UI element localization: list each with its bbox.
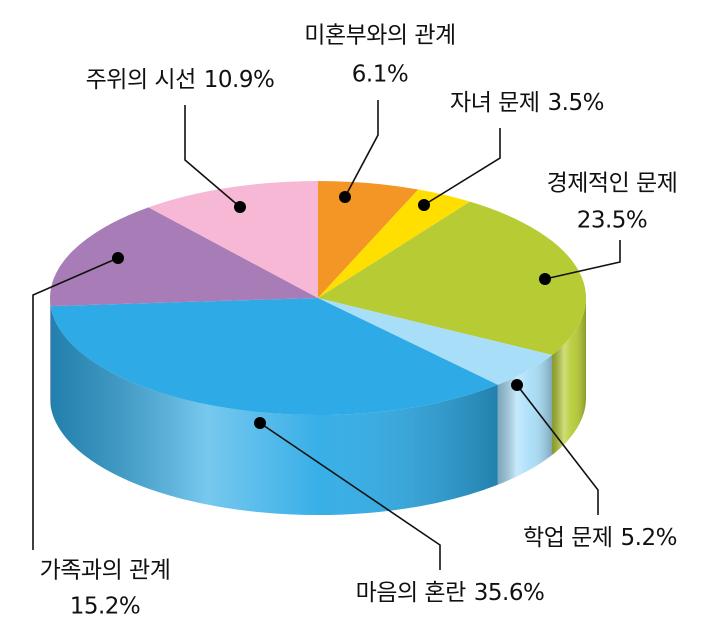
category-label: 자녀 문제	[450, 90, 539, 116]
label-dot	[254, 417, 266, 429]
value-label: 15.2%	[70, 594, 141, 620]
slice	[148, 181, 318, 298]
leader-line	[32, 257, 119, 550]
value-label: 10.9%	[204, 67, 275, 93]
value-label: 3.5%	[548, 90, 604, 116]
slice	[318, 201, 587, 356]
slice	[50, 207, 319, 307]
value-label: 6.1%	[352, 62, 408, 88]
value-label: 35.6%	[474, 580, 545, 606]
leader-line	[423, 128, 501, 206]
label-dot	[339, 191, 351, 203]
label-dot	[112, 252, 124, 264]
label-dot	[234, 201, 246, 213]
slice-label: 주위의 시선 10.9%	[86, 67, 275, 93]
side-shading	[50, 298, 51, 407]
value-label: 23.5%	[577, 208, 648, 234]
leader-line	[184, 105, 241, 208]
category-label: 주위의 시선	[86, 67, 196, 93]
slice	[318, 181, 419, 298]
category-label: 마음의 혼란	[356, 580, 466, 606]
category-label: 미혼부와의 관계	[304, 23, 455, 49]
slice	[318, 298, 553, 385]
label-dot	[418, 199, 430, 211]
slice-label: 자녀 문제 3.5%	[450, 90, 604, 116]
slice-label: 마음의 혼란 35.6%	[356, 580, 545, 606]
category-label: 가족과의 관계	[40, 558, 171, 584]
value-label: 5.2%	[621, 525, 677, 551]
slice	[318, 189, 471, 298]
category-label: 경제적인 문제	[547, 171, 678, 197]
side-shading	[497, 355, 553, 485]
leader-line	[544, 240, 621, 280]
leader-line	[259, 422, 441, 570]
label-dot	[539, 273, 551, 285]
label-dot	[511, 379, 523, 391]
leader-line	[516, 384, 599, 515]
side-shading	[50, 306, 498, 515]
slice-label: 학업 문제 5.2%	[523, 525, 677, 551]
side-shading	[552, 298, 586, 456]
leader-line	[344, 100, 379, 198]
category-label: 학업 문제	[523, 525, 612, 551]
slice	[50, 298, 498, 415]
